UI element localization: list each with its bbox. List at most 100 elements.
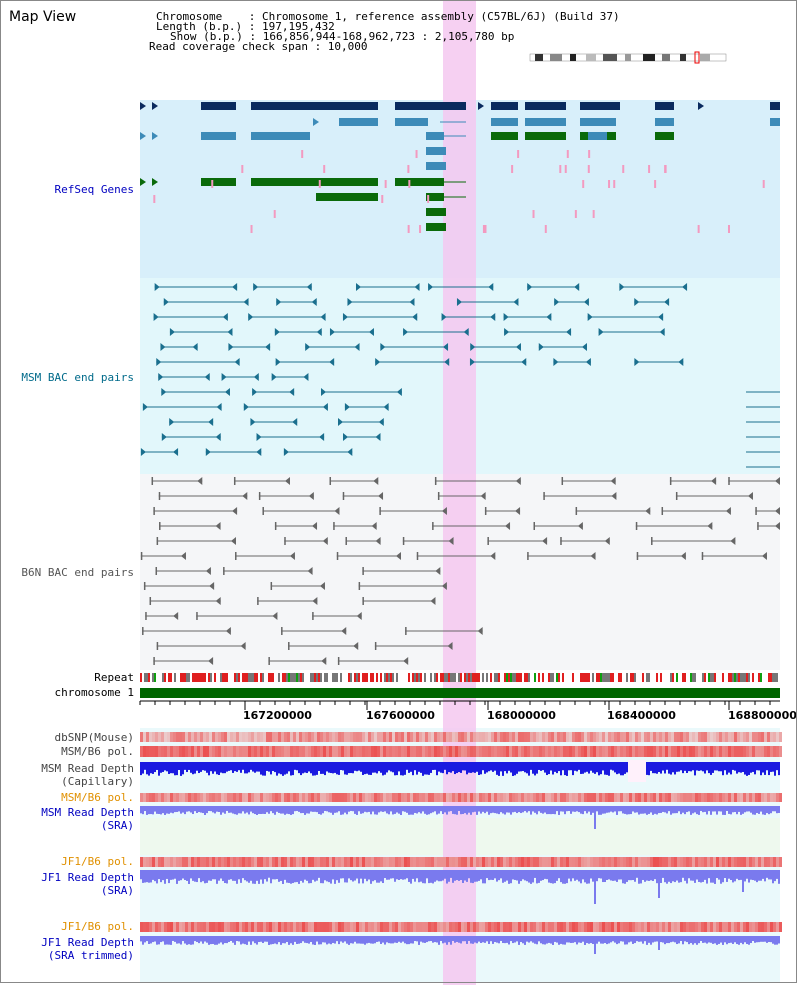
refseq-genes-label[interactable]: RefSeq Genes (54, 183, 134, 196)
repeat-block (292, 673, 294, 682)
pol-heat (239, 922, 242, 932)
read-depth-bar (368, 762, 370, 775)
read-depth-bar (406, 762, 408, 770)
dbsnp-label[interactable]: dbSNP(Mouse) (54, 731, 134, 744)
repeat-block (400, 673, 402, 682)
read-depth-bar (460, 806, 462, 815)
gene-exon (316, 193, 378, 201)
read-depth-bar (496, 936, 498, 943)
repeat-block (586, 673, 588, 682)
read-depth-bar (524, 762, 526, 773)
pol-heat (740, 857, 743, 867)
read-depth-bar (274, 806, 276, 815)
pol-heat (641, 732, 644, 742)
read-depth-bar (326, 762, 328, 772)
pol-heat (695, 793, 698, 802)
read-depth-bar (552, 762, 554, 775)
pol-heat (284, 793, 287, 802)
read-depth-bar (498, 870, 500, 881)
msm-b6-pol-sra-label[interactable]: MSM/B6 pol. (61, 791, 134, 804)
read-depth-bar (456, 762, 458, 774)
pol-heat (272, 746, 275, 757)
read-depth-bar (552, 936, 554, 945)
pol-heat (149, 857, 152, 867)
gene-exon (395, 118, 428, 126)
pol-heat (299, 793, 302, 802)
repeat-block (598, 673, 600, 682)
read-depth-bar (474, 806, 476, 812)
read-depth-bar (512, 762, 514, 776)
bac-end (554, 298, 560, 306)
repeat-block (276, 673, 278, 682)
msm-read-depth-sra-label[interactable]: MSM Read Depth (41, 806, 134, 819)
read-depth-bar (316, 762, 318, 775)
ideogram-band (680, 54, 686, 61)
pol-heat (347, 793, 350, 802)
repeat-block (624, 673, 626, 682)
read-depth-bar (208, 870, 210, 881)
pol-heat (158, 857, 161, 867)
read-depth-bar (552, 870, 554, 884)
pol-heat (578, 746, 581, 757)
read-depth-bar (296, 870, 298, 883)
pol-heat (152, 922, 155, 932)
read-depth-bar (632, 870, 634, 880)
read-depth-bar (568, 936, 570, 943)
bac-end (344, 403, 350, 411)
repeat-block (416, 673, 418, 682)
repeat-block (614, 673, 616, 682)
repeat-block (464, 673, 466, 682)
pol-heat (386, 793, 389, 802)
pol-heat (746, 793, 749, 802)
read-depth-bar (422, 870, 424, 884)
read-depth-bar (448, 762, 450, 773)
read-depth-bar (458, 936, 460, 943)
read-depth-bar (408, 870, 410, 882)
read-depth-bar (176, 936, 178, 944)
read-depth-bar (556, 870, 558, 881)
pol-heat (500, 857, 503, 867)
read-depth-bar (288, 806, 290, 815)
read-depth-bar (648, 936, 650, 943)
jf1-read-depth-trimmed-label[interactable]: JF1 Read Depth (41, 936, 134, 949)
repeat-block (532, 673, 534, 682)
read-depth-bar (550, 806, 552, 815)
pol-heat (521, 857, 524, 867)
read-depth-bar (488, 762, 490, 772)
msm-read-depth-capillary-label[interactable]: MSM Read Depth (41, 762, 134, 775)
pol-heat (230, 857, 233, 867)
read-depth-bar (282, 806, 284, 814)
pol-heat (680, 857, 683, 867)
pol-heat (665, 732, 668, 742)
jf1-b6-pol-label[interactable]: JF1/B6 pol. (61, 855, 134, 868)
repeat-block (312, 673, 314, 682)
pol-heat (254, 793, 257, 802)
read-depth-bar (364, 762, 366, 775)
read-depth-bar (700, 936, 702, 942)
read-depth-bar (310, 936, 312, 942)
read-depth-bar (550, 936, 552, 944)
read-depth-bar (752, 936, 754, 942)
pol-heat (515, 793, 518, 802)
pol-heat (446, 922, 449, 932)
pol-heat (248, 857, 251, 867)
read-depth-bar (620, 762, 622, 776)
b6n-bac-label[interactable]: B6N BAC end pairs (21, 566, 134, 579)
jf1-read-depth-sra-label[interactable]: JF1 Read Depth (41, 871, 134, 884)
repeat-block (324, 673, 326, 682)
bac-end (441, 582, 447, 590)
read-depth-bar (768, 762, 770, 776)
msm-bac-label[interactable]: MSM BAC end pairs (21, 371, 134, 384)
read-depth-bar (708, 870, 710, 879)
read-depth-bar (268, 806, 270, 814)
read-depth-bar (416, 936, 418, 942)
read-depth-bar (450, 870, 452, 878)
bac-end (215, 597, 221, 605)
chromosome-label: chromosome 1 (54, 686, 134, 699)
jf1-b6-pol-trimmed-label[interactable]: JF1/B6 pol. (61, 920, 134, 933)
pol-heat (344, 732, 347, 742)
pol-heat (239, 746, 242, 757)
msm-b6-pol-label[interactable]: MSM/B6 pol. (61, 745, 134, 758)
pol-heat (401, 746, 404, 757)
pol-heat (440, 922, 443, 932)
